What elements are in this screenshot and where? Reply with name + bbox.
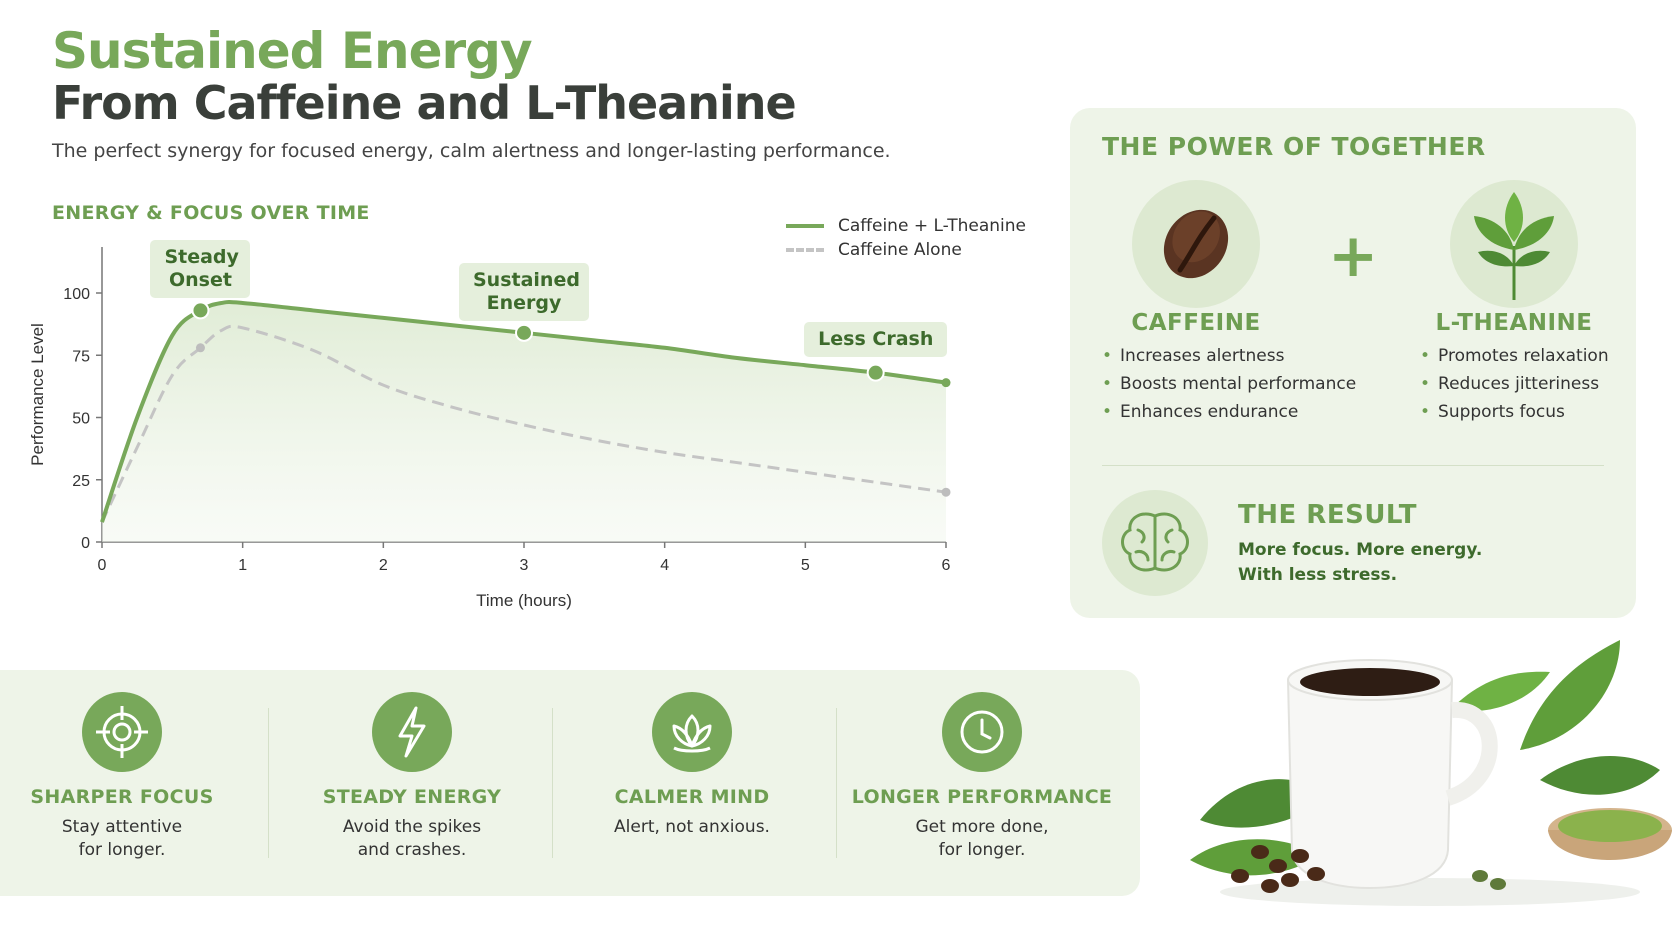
benefit-title: SHARPER FOCUS <box>30 786 214 808</box>
benefits-bar: SHARPER FOCUS Stay attentive for longer.… <box>0 670 1140 896</box>
y-tick-label: 100 <box>63 286 90 303</box>
annotation-marker <box>191 301 210 320</box>
legend-swatch-dashed <box>786 248 824 252</box>
power-of-together-panel: THE POWER OF TOGETHER + CAFFEINE L-THEAN… <box>1070 108 1636 618</box>
lightning-icon <box>372 692 452 772</box>
lotus-icon <box>652 692 732 772</box>
x-tick-label: 5 <box>801 557 810 574</box>
benefit-description: Stay attentive for longer. <box>12 816 232 862</box>
y-axis-label: Performance Level <box>28 323 47 466</box>
panel-divider <box>1102 465 1604 466</box>
target-icon <box>82 692 162 772</box>
series-end-point <box>941 378 951 388</box>
benefit-title: LONGER PERFORMANCE <box>851 786 1113 808</box>
list-item: Increases alertness <box>1102 342 1356 370</box>
legend-label: Caffeine + L-Theanine <box>838 216 1026 236</box>
x-tick-label: 3 <box>520 557 529 574</box>
list-item: Boosts mental performance <box>1102 370 1356 398</box>
list-item: Promotes relaxation <box>1420 342 1609 370</box>
tea-leaf-icon <box>1450 180 1578 308</box>
x-tick-label: 6 <box>942 557 951 574</box>
list-item: Reduces jitteriness <box>1420 370 1609 398</box>
x-tick-label: 4 <box>660 557 669 574</box>
benefit-sharper-focus: SHARPER FOCUS Stay attentive for longer. <box>0 670 262 896</box>
benefit-separator <box>268 708 269 858</box>
coffee-cup-illustration <box>1190 640 1672 906</box>
annotation-marker <box>866 363 885 382</box>
benefit-line-1: Stay attentive <box>61 817 183 837</box>
benefit-longer-performance: LONGER PERFORMANCE Get more done, for lo… <box>842 670 1122 896</box>
page-subtitle: The perfect synergy for focused energy, … <box>52 140 891 162</box>
chart-heading: ENERGY & FOCUS OVER TIME <box>52 202 370 224</box>
benefit-line-2: for longer. <box>78 840 166 860</box>
legend-entry-caffeine-alone: Caffeine Alone <box>786 238 1026 262</box>
benefit-description: Get more done, for longer. <box>872 816 1092 862</box>
theanine-benefit-list: Promotes relaxation Reduces jitteriness … <box>1420 342 1609 426</box>
list-item: Enhances endurance <box>1102 398 1356 426</box>
y-tick-label: 0 <box>81 535 90 552</box>
y-tick-label: 25 <box>72 473 90 490</box>
result-text: More focus. More energy. With less stres… <box>1238 538 1482 588</box>
benefit-line-2: and crashes. <box>357 840 467 860</box>
benefit-description: Avoid the spikes and crashes. <box>302 816 522 862</box>
legend-entry-caffeine-theanine: Caffeine + L-Theanine <box>786 214 1026 238</box>
annotation-callout: Steady Onset <box>150 240 251 299</box>
benefit-separator <box>836 708 837 858</box>
series-line-caffeine-theanine <box>100 300 947 523</box>
series-point <box>195 343 205 353</box>
energy-chart: 0 1 2 3 4 5 6 0 25 50 75 100 Performance Level Time… <box>28 247 951 610</box>
coffee-bean-icon <box>1132 180 1260 308</box>
benefit-line-2: for longer. <box>938 840 1026 860</box>
benefit-calmer-mind: CALMER MIND Alert, not anxious. <box>552 670 832 896</box>
annotation-callout: Less Crash <box>804 321 948 357</box>
benefit-line-1: Get more done, <box>915 817 1049 837</box>
result-line-2: With less stress. <box>1238 565 1398 585</box>
benefit-line-1: Avoid the spikes <box>342 817 482 837</box>
series-end-point <box>941 487 951 497</box>
x-tick-label: 0 <box>98 557 107 574</box>
result-title: THE RESULT <box>1238 500 1417 530</box>
annotation-marker <box>515 323 533 342</box>
caffeine-benefit-list: Increases alertness Boosts mental perfor… <box>1102 342 1356 426</box>
benefit-line-1: Alert, not anxious. <box>614 817 770 837</box>
theanine-title: L-THEANINE <box>1435 310 1593 336</box>
y-tick-label: 50 <box>72 411 90 428</box>
plus-icon: + <box>1328 221 1379 291</box>
page-title: Sustained Energy <box>52 22 533 80</box>
annotation-callout: Sustained Energy <box>459 262 589 321</box>
brain-icon <box>1102 490 1208 596</box>
result-line-1: More focus. More energy. <box>1238 540 1483 560</box>
chart-legend: Caffeine + L-Theanine Caffeine Alone <box>786 214 1026 262</box>
x-axis-label: Time (hours) <box>476 591 572 610</box>
legend-label: Caffeine Alone <box>838 240 962 260</box>
x-tick-label: 2 <box>379 557 388 574</box>
y-tick-label: 75 <box>72 348 90 365</box>
page-title-line2: From Caffeine and L-Theanine <box>52 76 797 130</box>
caffeine-title: CAFFEINE <box>1131 310 1261 336</box>
benefit-title: STEADY ENERGY <box>322 786 502 808</box>
clock-icon <box>942 692 1022 772</box>
x-tick-label: 1 <box>238 557 247 574</box>
energy-area-fill <box>102 302 946 542</box>
benefit-description: Alert, not anxious. <box>582 816 802 839</box>
panel-title: THE POWER OF TOGETHER <box>1102 132 1486 161</box>
legend-swatch-solid <box>786 224 824 228</box>
benefit-steady-energy: STEADY ENERGY Avoid the spikes and crash… <box>272 670 552 896</box>
benefit-separator <box>552 708 553 858</box>
series-line-caffeine-alone <box>100 324 947 523</box>
list-item: Supports focus <box>1420 398 1609 426</box>
benefit-title: CALMER MIND <box>614 786 770 808</box>
